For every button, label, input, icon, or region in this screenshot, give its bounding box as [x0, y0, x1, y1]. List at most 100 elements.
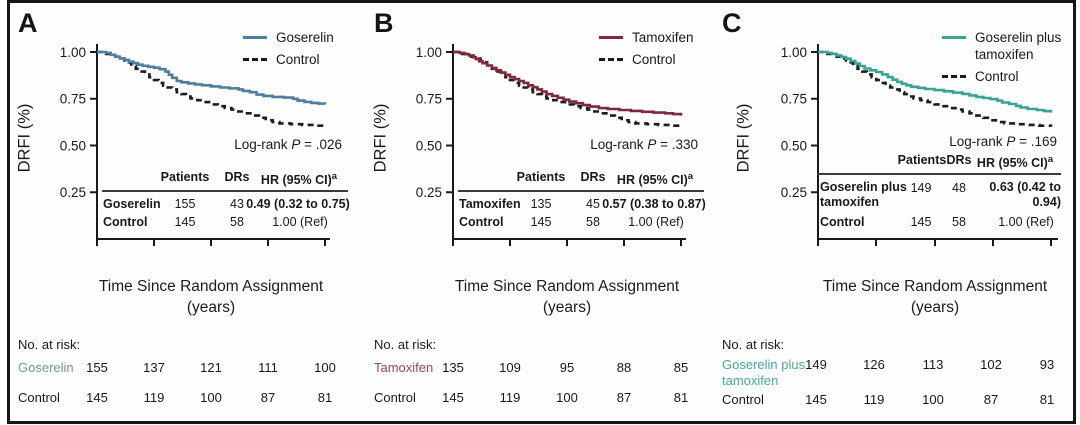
legend-entry-treatment: Goserelin	[243, 29, 334, 46]
table-cell-patients: 145	[174, 215, 196, 229]
km-chart-a: 1.00 0.75 0.50 0.25 0 5 10 15 20	[60, 44, 333, 250]
goserelin-curve	[97, 50, 327, 105]
x-axis-title: Time Since Random Assignment (years)	[98, 278, 324, 316]
at-risk-value: 81	[673, 390, 689, 405]
at-risk-value: 100	[922, 392, 944, 407]
table-cell-patients: 155	[174, 197, 196, 211]
figure-frame	[7, 0, 1076, 424]
table-row-name: Control	[459, 215, 504, 229]
x-tick-label: 20	[673, 249, 688, 250]
at-risk-value: 87	[260, 390, 276, 405]
control-line-swatch	[599, 58, 623, 61]
table-header-hr: HR (95% CI)a	[260, 171, 338, 188]
x-tick-label: 0	[449, 249, 457, 250]
y-axis-label: DRFI (%)	[371, 103, 390, 173]
table-cell-hr: 1.00 (Ref)	[272, 215, 328, 229]
km-chart-c: 1.00 0.75 0.50 0.25 0 5 10 15 20	[781, 44, 1059, 250]
table-header-patients: Patients	[516, 170, 566, 184]
table-cell-hr: 0.63 (0.42 to 0.94)	[989, 180, 1061, 209]
at-risk-value: 145	[86, 390, 108, 405]
legend-entry-treatment: Goserelin plus tamoxifen	[942, 29, 1070, 63]
at-risk-value: 119	[499, 390, 521, 405]
footnote-marker: a	[687, 171, 694, 182]
at-risk-value: 81	[1039, 392, 1055, 407]
at-risk-row-name: Control	[374, 390, 416, 405]
x-tick-label: 20	[317, 249, 332, 250]
goserelin-line-swatch	[243, 36, 267, 39]
x-axis-title: Time Since Random Assignment (years)	[822, 278, 1048, 316]
at-risk-value: 100	[200, 390, 222, 405]
axes	[446, 44, 686, 246]
logrank-p: P	[291, 137, 301, 152]
legend-entry-treatment: Tamoxifen	[599, 29, 694, 46]
y-axis-label: DRFI (%)	[15, 103, 34, 173]
at-risk-value: 85	[673, 360, 689, 375]
at-risk-value: 102	[980, 357, 1002, 372]
at-risk-value: 145	[442, 390, 464, 405]
control-line-swatch	[942, 75, 966, 78]
legend-label: Tamoxifen	[632, 30, 694, 45]
at-risk-value: 111	[258, 360, 278, 375]
at-risk-row-name: Goserelin	[18, 360, 74, 375]
y-tick-label: 0.25	[416, 185, 442, 200]
footnote-marker: a	[331, 171, 338, 182]
at-risk-title: No. at risk:	[722, 337, 785, 352]
at-risk-value: 119	[143, 390, 165, 405]
table-cell-hr: 0.49 (0.32 to 0.75)	[246, 197, 350, 211]
x-tick-label: 15	[260, 249, 275, 250]
legend-label: Goserelin	[276, 30, 334, 45]
x-tick-label: 10	[559, 249, 574, 250]
table-cell-patients: 145	[910, 215, 932, 229]
at-risk-value: 100	[314, 360, 336, 375]
at-risk-value: 135	[442, 360, 464, 375]
panel-a: A 1.00 0.75 0.50 0.25 0 5 10 15 20 DRFI …	[10, 0, 366, 422]
table-cell-patients: 145	[530, 215, 552, 229]
table-rule	[458, 190, 704, 192]
table-header-drs: DRs	[580, 170, 606, 184]
logrank-p: P	[647, 137, 657, 152]
table-cell-hr: 1.00 (Ref)	[628, 215, 684, 229]
table-header-hr: HR (95% CI)a	[976, 154, 1054, 171]
tamoxifen-line-swatch	[599, 36, 623, 39]
legend-entry-control: Control	[243, 51, 334, 68]
table-cell-patients: 135	[530, 197, 552, 211]
at-risk-row-name: Tamoxifen	[374, 360, 434, 375]
table-row-name: Goserelin	[103, 197, 161, 211]
table-rule	[102, 190, 348, 192]
legend-entry-control: Control	[942, 68, 1070, 85]
panel-b: B 1.00 0.75 0.50 0.25 0 5 10 15 20 DRFI …	[366, 0, 722, 422]
table-cell-drs: 43	[230, 197, 244, 211]
logrank-prefix: Log-rank	[590, 137, 648, 152]
logrank-prefix: Log-rank	[234, 137, 292, 152]
y-tick-label: 0.75	[60, 92, 86, 107]
table-row-name: Control	[103, 215, 148, 229]
x-tick-label: 10	[927, 249, 942, 250]
x-tick-label: 5	[872, 249, 880, 250]
logrank-annotation: Log-rank P = .330	[590, 137, 698, 152]
y-tick-label: 0.25	[781, 185, 807, 200]
y-tick-label: 0.50	[60, 139, 86, 154]
goserelin-plus-tamoxifen-curve	[818, 50, 1053, 113]
x-tick-label: 0	[814, 249, 822, 250]
table-row-name: Tamoxifen	[459, 197, 521, 211]
at-risk-title: No. at risk:	[374, 337, 437, 352]
control-line-swatch	[243, 58, 267, 61]
table-header-drs: DRs	[946, 153, 972, 167]
logrank-value: = .026	[300, 137, 342, 152]
at-risk-row-name: Goserelin plus tamoxifen	[722, 357, 806, 388]
legend-entry-control: Control	[599, 51, 694, 68]
x-tick-label: 20	[1043, 249, 1058, 250]
at-risk-value: 95	[559, 360, 575, 375]
legend: Goserelin plus tamoxifen Control	[942, 29, 1070, 90]
logrank-annotation: Log-rank P = .169	[949, 134, 1057, 149]
logrank-value: = .330	[656, 137, 698, 152]
y-tick-label: 0.50	[416, 139, 442, 154]
at-risk-value: 119	[863, 392, 885, 407]
panel-c: C 1.00 0.75 0.50 0.25 0 5 10 15 20 DRFI …	[714, 0, 1070, 422]
at-risk-value: 109	[499, 360, 521, 375]
logrank-value: = .169	[1015, 134, 1057, 149]
goserelin-plus-tamoxifen-line-swatch	[942, 36, 966, 39]
table-cell-drs: 45	[586, 197, 600, 211]
footnote-marker: a	[1047, 154, 1054, 165]
